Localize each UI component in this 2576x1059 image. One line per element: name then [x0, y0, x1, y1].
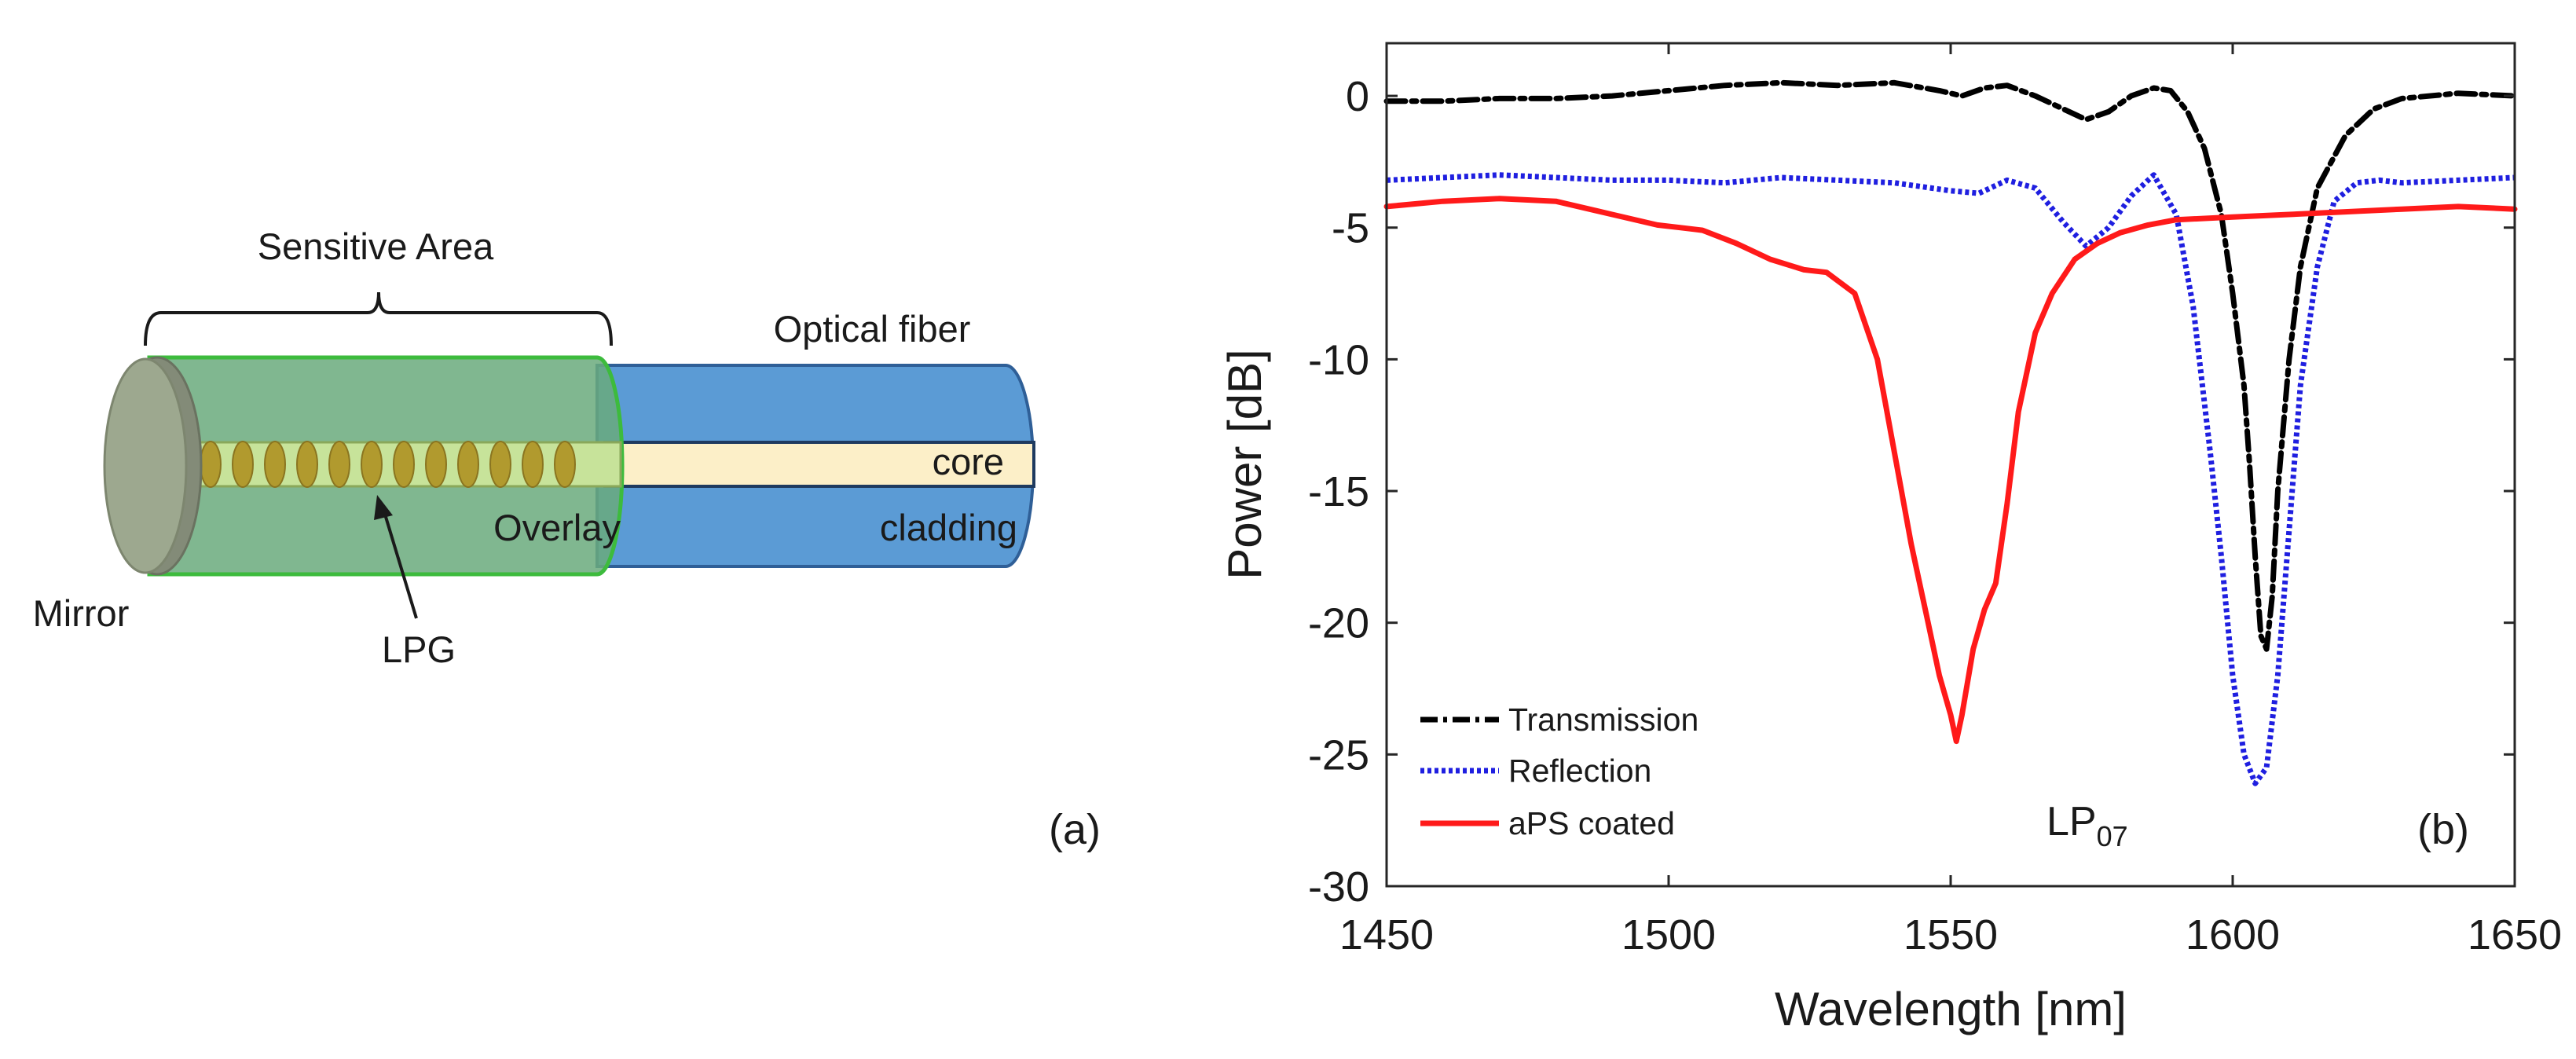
grating-period-12 — [554, 441, 576, 488]
mirror-label: Mirror — [33, 592, 130, 634]
tick-layer: 1450 1500 1550 1600 1650 0 -5 -10 -15 -20 -25 -30 — [1308, 43, 2562, 958]
x-axis-title: Wavelength [nm] — [1775, 983, 2127, 1035]
y-tick-label: -5 — [1332, 205, 1369, 252]
y-axis-title: Power [dB] — [1218, 349, 1271, 579]
legend-label-reflection: Reflection — [1508, 753, 1651, 789]
grating-period-9 — [457, 441, 479, 488]
lpg-arrow-shaft — [382, 508, 418, 619]
x-tick-label: 1550 — [1904, 911, 1998, 958]
series-line-transmission — [1383, 79, 2518, 652]
x-tick-label: 1450 — [1339, 911, 1434, 958]
grating-period-1 — [200, 441, 222, 488]
y-tick-label: 0 — [1346, 73, 1369, 120]
mode-annotation: LP07 — [2047, 799, 2128, 852]
grating-period-5 — [328, 441, 350, 488]
y-tick-label: -25 — [1308, 731, 1369, 779]
series-line-aps-coated — [1383, 196, 2518, 745]
grating-period-11 — [522, 441, 544, 488]
sensitive-area-brace — [144, 291, 613, 346]
sensitive-area-label: Sensitive Area — [258, 225, 494, 267]
panel-b-label: (b) — [2417, 806, 2469, 853]
panel-a-label: (a) — [1049, 806, 1101, 853]
grating-period-10 — [489, 441, 511, 488]
grating-period-7 — [393, 441, 415, 488]
x-tick-label: 1600 — [2186, 911, 2280, 958]
grating-period-6 — [361, 441, 383, 488]
panel-a-schematic: Sensitive Area Optical fiber core claddi… — [33, 225, 1101, 853]
legend: Transmission Reflection aPS coated — [1420, 702, 1698, 841]
lpg-label: LPG — [382, 628, 456, 670]
x-tick-label: 1500 — [1621, 911, 1716, 958]
series-layer — [1383, 79, 2518, 786]
y-tick-label: -20 — [1308, 600, 1369, 647]
optical-fiber-label: Optical fiber — [774, 308, 971, 350]
mirror-disk — [103, 357, 188, 574]
series-line-reflection — [1386, 172, 2516, 786]
core-label: core — [933, 441, 1004, 482]
mode-annotation-sub: 07 — [2097, 820, 2128, 852]
lpg-grating — [200, 441, 576, 488]
overlay-label: Overlay — [493, 507, 621, 548]
lpg-arrow-head — [374, 495, 393, 520]
cladding-label: cladding — [880, 507, 1017, 548]
core-stripe — [603, 441, 1035, 488]
y-tick-label: -10 — [1308, 336, 1369, 383]
grating-period-4 — [296, 441, 318, 488]
y-tick-label: -15 — [1308, 468, 1369, 515]
y-tick-label: -30 — [1308, 863, 1369, 911]
legend-label-aps-coated: aPS coated — [1508, 805, 1675, 841]
grating-period-2 — [232, 441, 254, 488]
mode-annotation-main: LP — [2047, 799, 2097, 845]
x-tick-label: 1650 — [2468, 911, 2562, 958]
panel-b-chart: 1450 1500 1550 1600 1650 0 -5 -10 -15 -20 -25 -30 W… — [1218, 42, 2562, 1035]
grating-period-3 — [264, 441, 286, 488]
grating-period-8 — [425, 441, 447, 488]
legend-label-transmission: Transmission — [1508, 702, 1698, 738]
